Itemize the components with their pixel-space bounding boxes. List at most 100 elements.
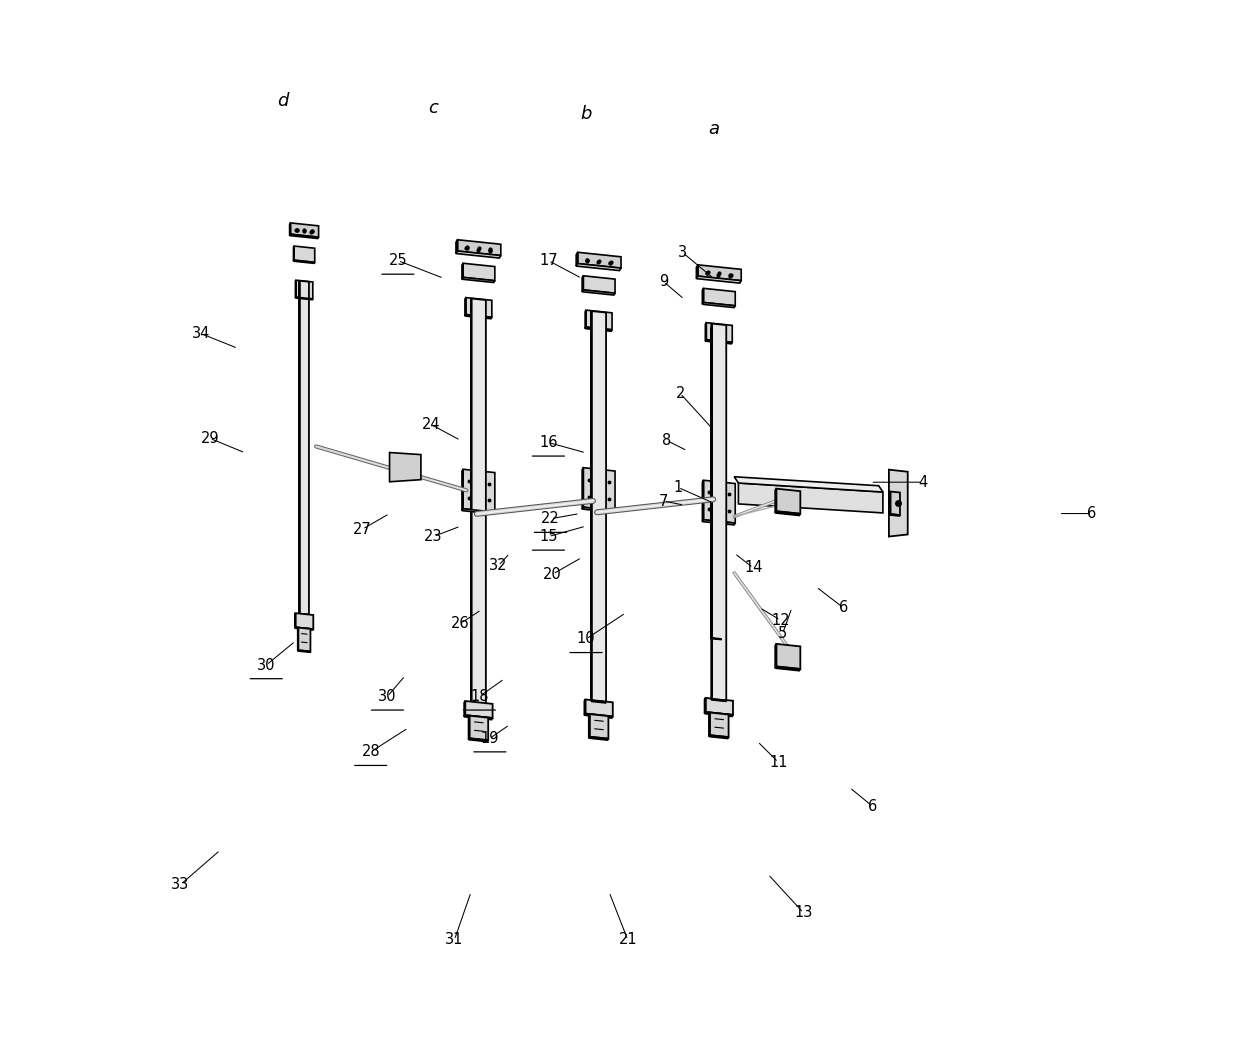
Polygon shape (585, 327, 612, 331)
Polygon shape (696, 265, 698, 279)
Polygon shape (295, 628, 313, 630)
Polygon shape (463, 470, 494, 512)
Polygon shape (705, 712, 733, 717)
Polygon shape (465, 314, 492, 319)
Polygon shape (456, 252, 501, 258)
Polygon shape (888, 470, 908, 537)
Polygon shape (589, 737, 608, 740)
Polygon shape (584, 467, 615, 510)
Polygon shape (585, 699, 613, 717)
Text: 15: 15 (539, 529, 558, 544)
Polygon shape (585, 714, 613, 718)
Polygon shape (696, 276, 741, 283)
Text: d: d (278, 91, 289, 110)
Polygon shape (698, 265, 741, 281)
Polygon shape (470, 716, 488, 740)
Text: c: c (429, 99, 439, 117)
Text: 24: 24 (422, 417, 441, 432)
Text: 10: 10 (576, 632, 596, 647)
Text: 5: 5 (778, 627, 787, 641)
Polygon shape (582, 290, 615, 296)
Polygon shape (465, 701, 493, 718)
Polygon shape (576, 253, 577, 266)
Polygon shape (704, 288, 735, 306)
Text: 6: 6 (839, 601, 847, 615)
Polygon shape (457, 240, 501, 256)
Text: 6: 6 (1088, 506, 1097, 521)
Text: 3: 3 (678, 245, 686, 260)
Text: 18: 18 (470, 689, 488, 704)
Text: 30: 30 (378, 689, 396, 704)
Text: 25: 25 (389, 254, 408, 268)
Polygon shape (582, 507, 615, 512)
Polygon shape (296, 280, 312, 299)
Text: 29: 29 (201, 431, 219, 445)
Text: 14: 14 (745, 561, 762, 575)
Polygon shape (704, 480, 735, 523)
Text: 31: 31 (445, 933, 463, 947)
Polygon shape (710, 713, 729, 737)
Text: 9: 9 (659, 274, 668, 289)
Polygon shape (456, 240, 457, 254)
Polygon shape (703, 520, 735, 525)
Polygon shape (465, 715, 493, 720)
Text: b: b (580, 105, 592, 124)
Polygon shape (468, 738, 488, 742)
Polygon shape (711, 638, 721, 639)
Text: 17: 17 (539, 254, 558, 268)
Polygon shape (711, 699, 726, 701)
Text: 34: 34 (192, 326, 211, 342)
Polygon shape (584, 276, 615, 293)
Polygon shape (295, 298, 312, 300)
Polygon shape (299, 628, 311, 652)
Polygon shape (777, 643, 800, 669)
Polygon shape (577, 253, 621, 268)
Polygon shape (590, 714, 608, 739)
Polygon shape (735, 477, 883, 492)
Polygon shape (290, 234, 318, 239)
Text: 16: 16 (539, 435, 558, 450)
Text: 30: 30 (256, 657, 275, 673)
Polygon shape (711, 328, 721, 639)
Text: 2: 2 (675, 386, 685, 400)
Polygon shape (890, 515, 900, 516)
Polygon shape (294, 260, 315, 263)
Text: 26: 26 (451, 616, 470, 631)
Text: 20: 20 (543, 567, 563, 582)
Text: 1: 1 (674, 480, 683, 495)
Text: 6: 6 (867, 799, 877, 813)
Polygon shape (776, 667, 800, 671)
Text: 33: 33 (171, 877, 190, 892)
Polygon shape (891, 492, 900, 516)
Polygon shape (466, 298, 492, 318)
Text: 7: 7 (659, 494, 668, 508)
Polygon shape (591, 700, 606, 703)
Polygon shape (576, 264, 621, 270)
Polygon shape (738, 483, 883, 512)
Polygon shape (472, 299, 486, 703)
Polygon shape (709, 735, 729, 739)
Polygon shape (712, 324, 726, 700)
Polygon shape (463, 263, 494, 281)
Polygon shape (705, 698, 733, 715)
Polygon shape (776, 511, 800, 516)
Text: 19: 19 (481, 730, 499, 746)
Text: 22: 22 (541, 511, 560, 526)
Polygon shape (295, 613, 313, 629)
Polygon shape (705, 340, 732, 344)
Polygon shape (706, 323, 732, 343)
Text: 27: 27 (353, 522, 372, 537)
Polygon shape (294, 246, 315, 262)
Polygon shape (592, 311, 606, 702)
Polygon shape (462, 508, 494, 514)
Text: 13: 13 (794, 905, 813, 920)
Polygon shape (300, 614, 309, 615)
Text: 8: 8 (662, 433, 672, 447)
Polygon shape (297, 650, 311, 652)
Text: 12: 12 (771, 613, 789, 628)
Polygon shape (389, 453, 421, 482)
Text: 4: 4 (918, 475, 927, 489)
Text: 21: 21 (618, 933, 637, 947)
Polygon shape (300, 281, 309, 615)
Polygon shape (462, 278, 494, 283)
